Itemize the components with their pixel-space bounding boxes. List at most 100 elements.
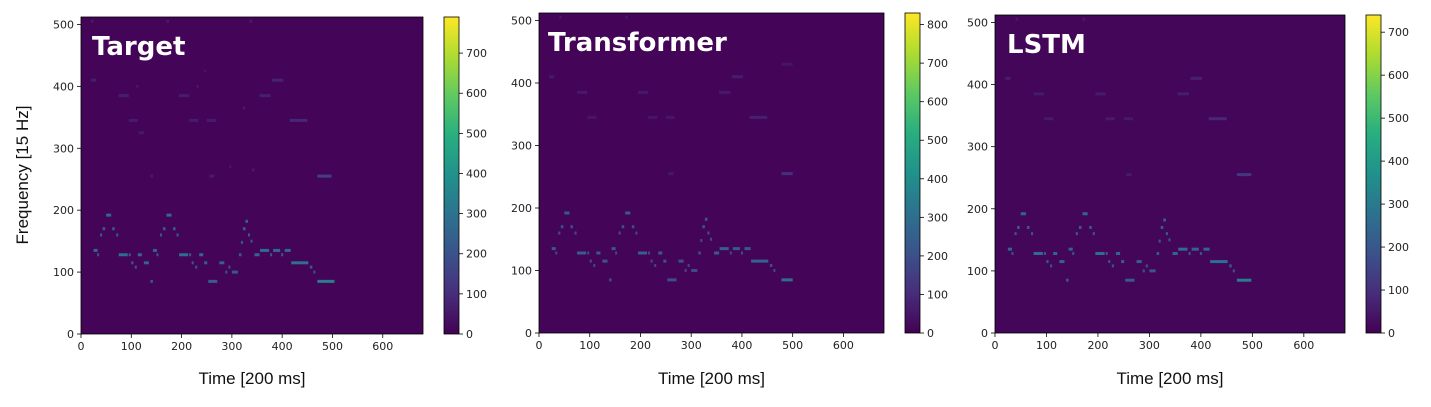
- heatmap-cell: [714, 251, 720, 255]
- heatmap-cell: [93, 248, 98, 252]
- heatmap-cell: [577, 251, 587, 255]
- heatmap-cell: [179, 253, 189, 257]
- heatmap-cell: [667, 278, 677, 282]
- heatmap-cell: [206, 118, 216, 122]
- y-tick-label: 100: [967, 265, 988, 278]
- heatmap-cell: [1105, 252, 1108, 255]
- heatmap-cell: [698, 251, 701, 255]
- heatmap-cell: [208, 279, 218, 283]
- colorbar-tick-label: 600: [927, 96, 948, 109]
- heatmap-cell: [769, 264, 773, 267]
- heatmap-cell: [102, 227, 106, 231]
- x-tick-label: 100: [579, 339, 600, 352]
- heatmap-cell: [250, 239, 253, 243]
- panel-lstm: 0 100 200 300 400 500 600 0 100 200 300 400 500 LSTM T…: [967, 14, 1409, 388]
- heatmap-cell: [1136, 260, 1142, 264]
- x-tick-label: 200: [171, 340, 192, 353]
- heatmap-cell: [1043, 117, 1054, 121]
- colorbar-tick-label: 100: [927, 288, 948, 301]
- heatmap-cell: [313, 270, 316, 274]
- y-tick-label: 400: [53, 80, 74, 93]
- heatmap-cell: [773, 269, 776, 272]
- heatmap-cell: [621, 225, 625, 229]
- x-tick-label: 200: [630, 339, 651, 352]
- heatmap-cell: [1188, 252, 1191, 255]
- heatmap-cell: [143, 261, 149, 265]
- heatmap-cell: [137, 253, 142, 257]
- heatmap-cell: [240, 240, 243, 244]
- heatmap-cell: [1115, 252, 1121, 255]
- heatmap-cell: [1229, 264, 1232, 268]
- heatmap-cell: [1142, 269, 1145, 273]
- heatmap-cell: [1125, 278, 1135, 282]
- heatmap-cell: [1068, 247, 1073, 251]
- heatmap-cell: [1020, 212, 1026, 216]
- heatmap-cell: [1082, 212, 1088, 216]
- panel-transformer: 0 100 200 300 400 500 600 0 100 200 300 400 500 Trans…: [511, 12, 948, 388]
- heatmap-cell: [781, 62, 793, 66]
- heatmap-cell: [317, 174, 332, 178]
- heatmap-cell: [1053, 252, 1058, 255]
- heatmap-cell: [191, 261, 194, 265]
- colorbar-tick-label: 500: [466, 127, 487, 140]
- heatmap-cell: [225, 270, 228, 274]
- colorbar-tick-label: 700: [927, 57, 948, 70]
- heatmap-cell: [596, 251, 601, 255]
- x-tick-label: 300: [1139, 339, 1160, 352]
- heatmap-cell: [204, 69, 207, 73]
- x-tick-label: 400: [272, 340, 293, 353]
- heatmap-cell: [91, 78, 97, 82]
- heatmap-cell: [156, 253, 159, 257]
- heatmap-cell: [702, 225, 705, 229]
- heatmap-cell: [687, 264, 690, 267]
- heatmap-cell: [118, 253, 128, 257]
- x-axis-label: Time [200 ms]: [198, 369, 305, 388]
- heatmap-cell: [252, 168, 255, 172]
- heatmap-cell: [247, 233, 250, 237]
- heatmap-cell: [272, 78, 284, 82]
- heatmap-cell: [577, 90, 588, 94]
- heatmap-cell: [665, 115, 675, 119]
- heatmap-cell: [635, 231, 638, 235]
- heatmap-cell: [1145, 264, 1148, 268]
- colorbar-tick-label: 600: [466, 87, 487, 100]
- x-tick-label: 300: [221, 340, 242, 353]
- colorbar-tick-label: 500: [927, 134, 948, 147]
- heatmap-cell: [618, 231, 621, 235]
- heatmap-cell: [231, 270, 238, 274]
- colorbar-tick-label: 300: [927, 211, 948, 224]
- heatmap-cell: [1190, 76, 1202, 80]
- heatmap-cell: [238, 253, 242, 257]
- heatmap-cell: [1199, 252, 1202, 255]
- heatmap-cell: [587, 251, 590, 255]
- heatmap-cell: [166, 213, 172, 217]
- x-tick-label: 0: [992, 339, 999, 352]
- heatmap-cell: [1191, 247, 1199, 251]
- x-tick-label: 100: [121, 340, 142, 353]
- heatmap-cell: [1089, 225, 1092, 229]
- heatmap-cell: [749, 115, 768, 119]
- heatmap-cell: [731, 75, 743, 79]
- heatmap-cell: [179, 94, 190, 98]
- heatmap-cell: [625, 15, 628, 19]
- heatmap-cell: [1046, 260, 1049, 264]
- heatmap-cell: [209, 174, 215, 178]
- heatmap-cell: [637, 90, 649, 94]
- heatmap-cell: [700, 239, 703, 242]
- heatmap-cell: [196, 84, 199, 88]
- heatmap-cell: [663, 259, 667, 263]
- colorbar-tick-label: 300: [466, 208, 487, 221]
- y-tick-label: 500: [53, 18, 74, 31]
- colorbar-tick-label: 700: [466, 47, 487, 60]
- heatmap-cell: [1033, 92, 1044, 96]
- heatmap-cell: [260, 248, 270, 252]
- heatmap-cell: [229, 165, 232, 169]
- heatmap-cell: [112, 227, 115, 231]
- panel-title: Target: [92, 32, 185, 62]
- y-tick-label: 300: [53, 142, 74, 155]
- x-tick-label: 500: [322, 340, 343, 353]
- panel-title: LSTM: [1007, 30, 1086, 60]
- colorbar-tick-label: 0: [1388, 327, 1395, 340]
- colorbar-tick-label: 500: [1388, 112, 1409, 125]
